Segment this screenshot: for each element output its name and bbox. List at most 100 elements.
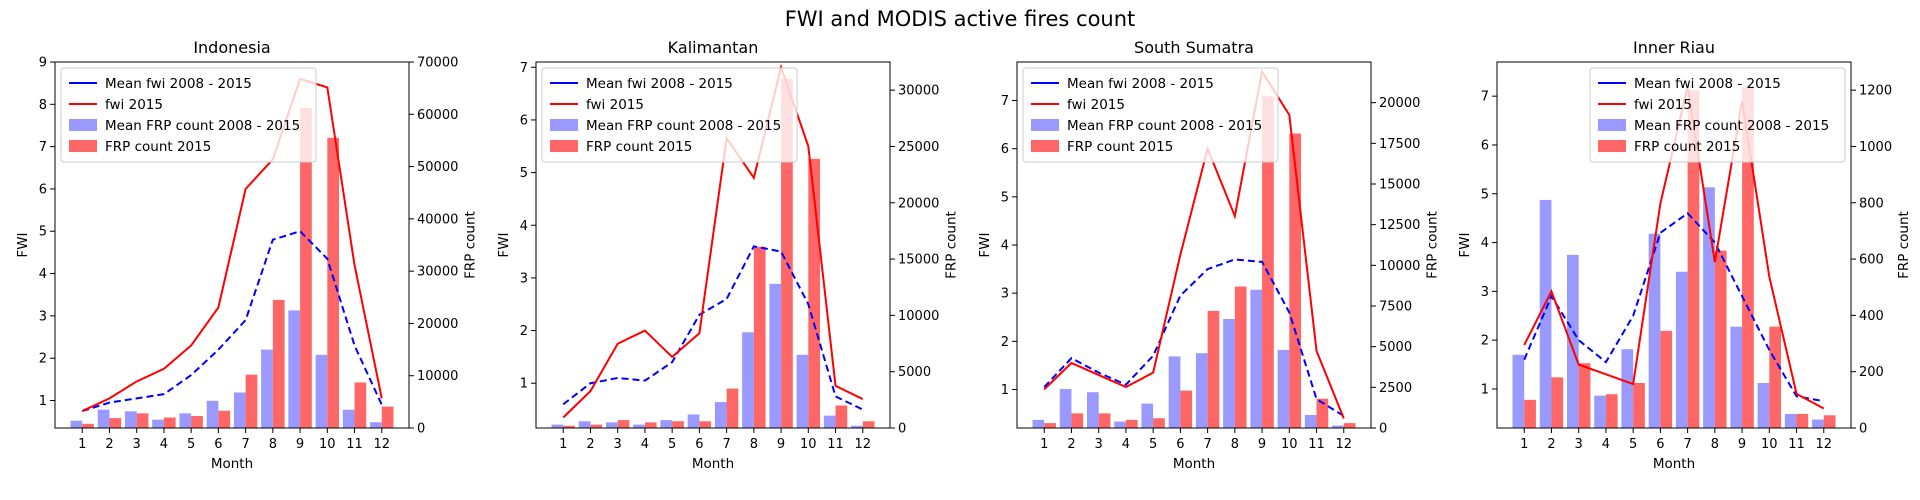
x-tick-label: 5 [187, 437, 195, 452]
y2-tick-label: 0 [417, 422, 425, 437]
y-tick-label: 5 [39, 225, 47, 240]
bar-mean-frp [1304, 414, 1317, 428]
bar-frp-2015 [109, 418, 122, 428]
bar-mean-frp [152, 419, 164, 428]
x-tick-label: 4 [160, 437, 168, 452]
y2-tick-label: 10000 [1379, 259, 1420, 274]
bar-mean-frp [1621, 349, 1634, 428]
y-tick-label: 6 [1001, 142, 1009, 157]
y2-tick-label: 20000 [1379, 96, 1420, 111]
x-tick-label: 7 [722, 437, 730, 452]
line-fwi-2015 [562, 63, 864, 419]
bar-frp-2015 [862, 421, 875, 428]
y-tick-label: 6 [39, 182, 47, 197]
bar-mean-frp [1277, 349, 1290, 428]
legend-entry: Mean fwi 2008 - 2015 [1634, 76, 1781, 92]
plot-frame [1496, 61, 1852, 429]
y-tick-label: 6 [520, 113, 528, 128]
y2-axis-label: FRP count [463, 211, 479, 279]
y-tick-label: 4 [1481, 236, 1489, 251]
y-tick-label: 3 [520, 271, 528, 286]
x-tick-label: 1 [1520, 437, 1528, 452]
bar-mean-frp [1730, 326, 1743, 428]
legend-entry: FRP count 2015 [1067, 139, 1173, 155]
x-tick-label: 6 [1176, 437, 1184, 452]
x-tick-label: 1 [559, 437, 567, 452]
x-tick-label: 10 [800, 437, 817, 452]
bar-frp-2015 [1660, 330, 1673, 428]
x-tick-label: 10 [1281, 437, 1298, 452]
bar-mean-frp [1223, 319, 1235, 428]
bar-frp-2015 [563, 425, 575, 428]
bar-frp-2015 [1742, 87, 1754, 428]
y2-tick-label: 5000 [898, 365, 931, 380]
legend: Mean fwi 2008 - 2015 fwi 2015 Mean FRP cou… [1022, 67, 1279, 163]
bar-mean-frp [1675, 271, 1688, 428]
bar-mean-frp [1648, 233, 1661, 428]
bar-mean-frp [233, 392, 246, 428]
y2-tick-label: 12500 [1379, 218, 1420, 233]
x-tick-label: 8 [750, 437, 758, 452]
bar-frp-2015 [1551, 377, 1564, 428]
legend-swatch-bar [1598, 119, 1626, 131]
y-tick-label: 1 [520, 377, 528, 392]
x-tick-label: 6 [695, 437, 703, 452]
legend-entry: Mean FRP count 2008 - 2015 [105, 118, 300, 134]
bar-frp-2015 [1769, 326, 1782, 428]
bar-mean-frp [1059, 388, 1072, 428]
y-tick-label: 5 [1481, 187, 1489, 202]
y2-tick-label: 400 [1859, 309, 1884, 324]
x-tick-label: 10 [1761, 437, 1778, 452]
bar-frp-2015 [1044, 423, 1056, 428]
x-tick-label: 3 [614, 437, 622, 452]
x-tick-label: 12 [1815, 437, 1832, 452]
y2-tick-label: 15000 [1379, 178, 1420, 193]
y-tick-label: 7 [39, 140, 47, 155]
bar-mean-frp [660, 420, 673, 428]
bar-mean-frp [1086, 392, 1099, 428]
legend-swatch-bar [1598, 140, 1626, 152]
legend-box [1589, 67, 1846, 163]
x-tick-label: 4 [1122, 437, 1130, 452]
bar-frp-2015 [1234, 286, 1247, 428]
y-tick-label: 1 [39, 394, 47, 409]
bar-mean-frp [315, 354, 328, 428]
y2-tick-label: 30000 [898, 84, 939, 99]
bar-frp-2015 [644, 422, 657, 428]
bar-frp-2015 [1125, 419, 1138, 428]
y-tick-label: 9 [39, 56, 47, 71]
x-axis-label: Month [1653, 456, 1695, 472]
y-tick-label: 2 [1001, 335, 1009, 350]
y-axis-label: FWI [1457, 232, 1473, 257]
x-axis-label: Month [692, 456, 734, 472]
plot-frame [535, 61, 891, 429]
y-tick-label: 8 [39, 98, 47, 113]
bar-frp-2015 [1796, 413, 1809, 428]
bar-mean-frp [605, 422, 618, 428]
legend: Mean fwi 2008 - 2015 fwi 2015 Mean FRP cou… [541, 67, 798, 163]
line-mean-fwi [1043, 258, 1345, 417]
bar-frp-2015 [1289, 133, 1302, 428]
chart-title: Inner Riau [1633, 38, 1715, 57]
bar-mean-frp [97, 409, 110, 428]
bar-mean-frp [1703, 187, 1715, 428]
x-tick-label: 9 [1738, 437, 1746, 452]
legend-entry: fwi 2015 [105, 97, 163, 113]
y-tick-label: 7 [1481, 90, 1489, 105]
chart-title: Kalimantan [668, 38, 759, 57]
legend-box [1022, 67, 1279, 163]
bar-mean-frp [823, 415, 836, 428]
y2-tick-label: 20000 [898, 196, 939, 211]
bar-frp-2015 [617, 420, 630, 428]
legend-swatch-bar [69, 119, 97, 131]
x-tick-label: 6 [214, 437, 222, 452]
bar-frp-2015 [1071, 413, 1084, 428]
y-tick-label: 3 [39, 309, 47, 324]
bar-frp-2015 [163, 417, 176, 428]
x-tick-label: 2 [1067, 437, 1075, 452]
legend-swatch-bar [1031, 140, 1059, 152]
legend-entry: Mean FRP count 2008 - 2015 [586, 118, 781, 134]
bar-frp-2015 [191, 415, 203, 428]
